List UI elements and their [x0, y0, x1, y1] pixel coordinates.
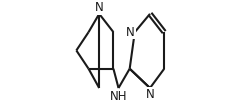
- Text: N: N: [146, 88, 154, 101]
- Text: N: N: [126, 26, 135, 39]
- Text: N: N: [95, 1, 104, 14]
- Text: NH: NH: [110, 90, 127, 103]
